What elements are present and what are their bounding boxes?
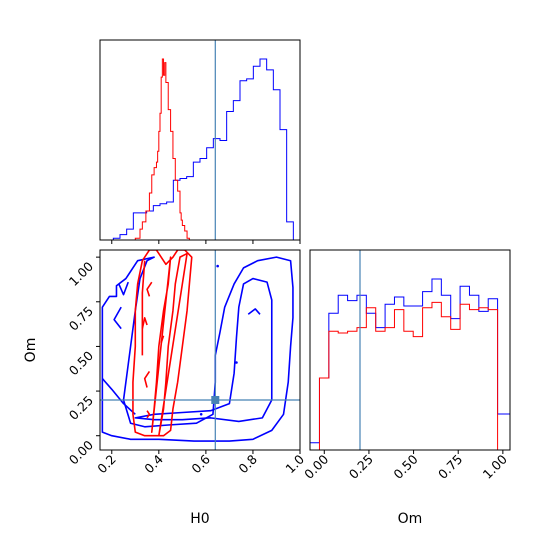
joint-contour-red-0 [132, 250, 193, 437]
joint-contour-blue-2 [118, 281, 129, 296]
joint-contour-red-3 [141, 260, 146, 356]
om-histogram-x-tick-label: 1.00 [480, 451, 510, 481]
om-histogram-x-tick-label: 0.25 [346, 452, 376, 482]
om-histogram-background [310, 250, 510, 450]
joint-y-tick-label: 1.00 [66, 259, 96, 289]
h0-histogram-background [100, 40, 300, 240]
joint-contour-red-2 [150, 256, 172, 433]
joint-y-tick-label: 0.25 [66, 393, 96, 423]
om-histogram-frame [309, 249, 511, 451]
om-histogram-panel: 0.00 0.25 0.50 0.75 1.00 [301, 249, 511, 482]
joint-x-tick-label: 0.2 [94, 452, 119, 477]
om-histogram-x-tick-label: 0.50 [390, 451, 420, 481]
x-axis-label-om: Om [398, 511, 423, 527]
joint-x-tick-label: 0.4 [141, 451, 166, 476]
joint-contour-red-6 [143, 370, 151, 388]
joint-x-tick-label: 0.6 [188, 451, 213, 476]
h0-histogram-panel [99, 39, 301, 244]
om-histogram-x-tick-label: 0.75 [435, 452, 465, 482]
joint-y-tick-label: 0.50 [66, 348, 96, 378]
joint-y-tick-label: 0.75 [66, 303, 96, 333]
om-histogram-x-tick-label: 0.00 [301, 451, 331, 481]
joint-contour-blue-5 [101, 378, 136, 415]
joint-truth-marker [211, 396, 220, 404]
om-histogram-series-blue [309, 278, 510, 450]
y-axis-label-om: Om [23, 338, 39, 363]
om-histogram-series-red [310, 301, 510, 451]
joint-contour-red-5 [141, 317, 148, 329]
h0-histogram-series-blue [100, 58, 300, 241]
joint-contour-blue-4 [247, 308, 261, 315]
joint-contour-panel: 0.2 0.4 0.6 0.8 1.00.000.250.500.751.00 [66, 249, 307, 477]
h0-histogram-frame [99, 39, 301, 241]
joint-y-tick-label: 0.00 [66, 437, 96, 467]
joint-contour-red-7 [146, 410, 151, 419]
joint-contour-red-8 [160, 335, 165, 344]
joint-contour-red-4 [146, 281, 153, 297]
h0-histogram-series-red [100, 58, 192, 241]
joint-contour-blue-3 [113, 306, 122, 330]
joint-small-mark [235, 361, 238, 364]
x-axis-label-h0: H0 [190, 511, 209, 527]
joint-contour-frame [99, 249, 301, 451]
joint-small-mark [216, 264, 219, 268]
joint-contour-blue-1 [134, 277, 273, 423]
joint-x-tick-label: 0.8 [235, 451, 260, 476]
joint-small-mark [199, 412, 203, 416]
